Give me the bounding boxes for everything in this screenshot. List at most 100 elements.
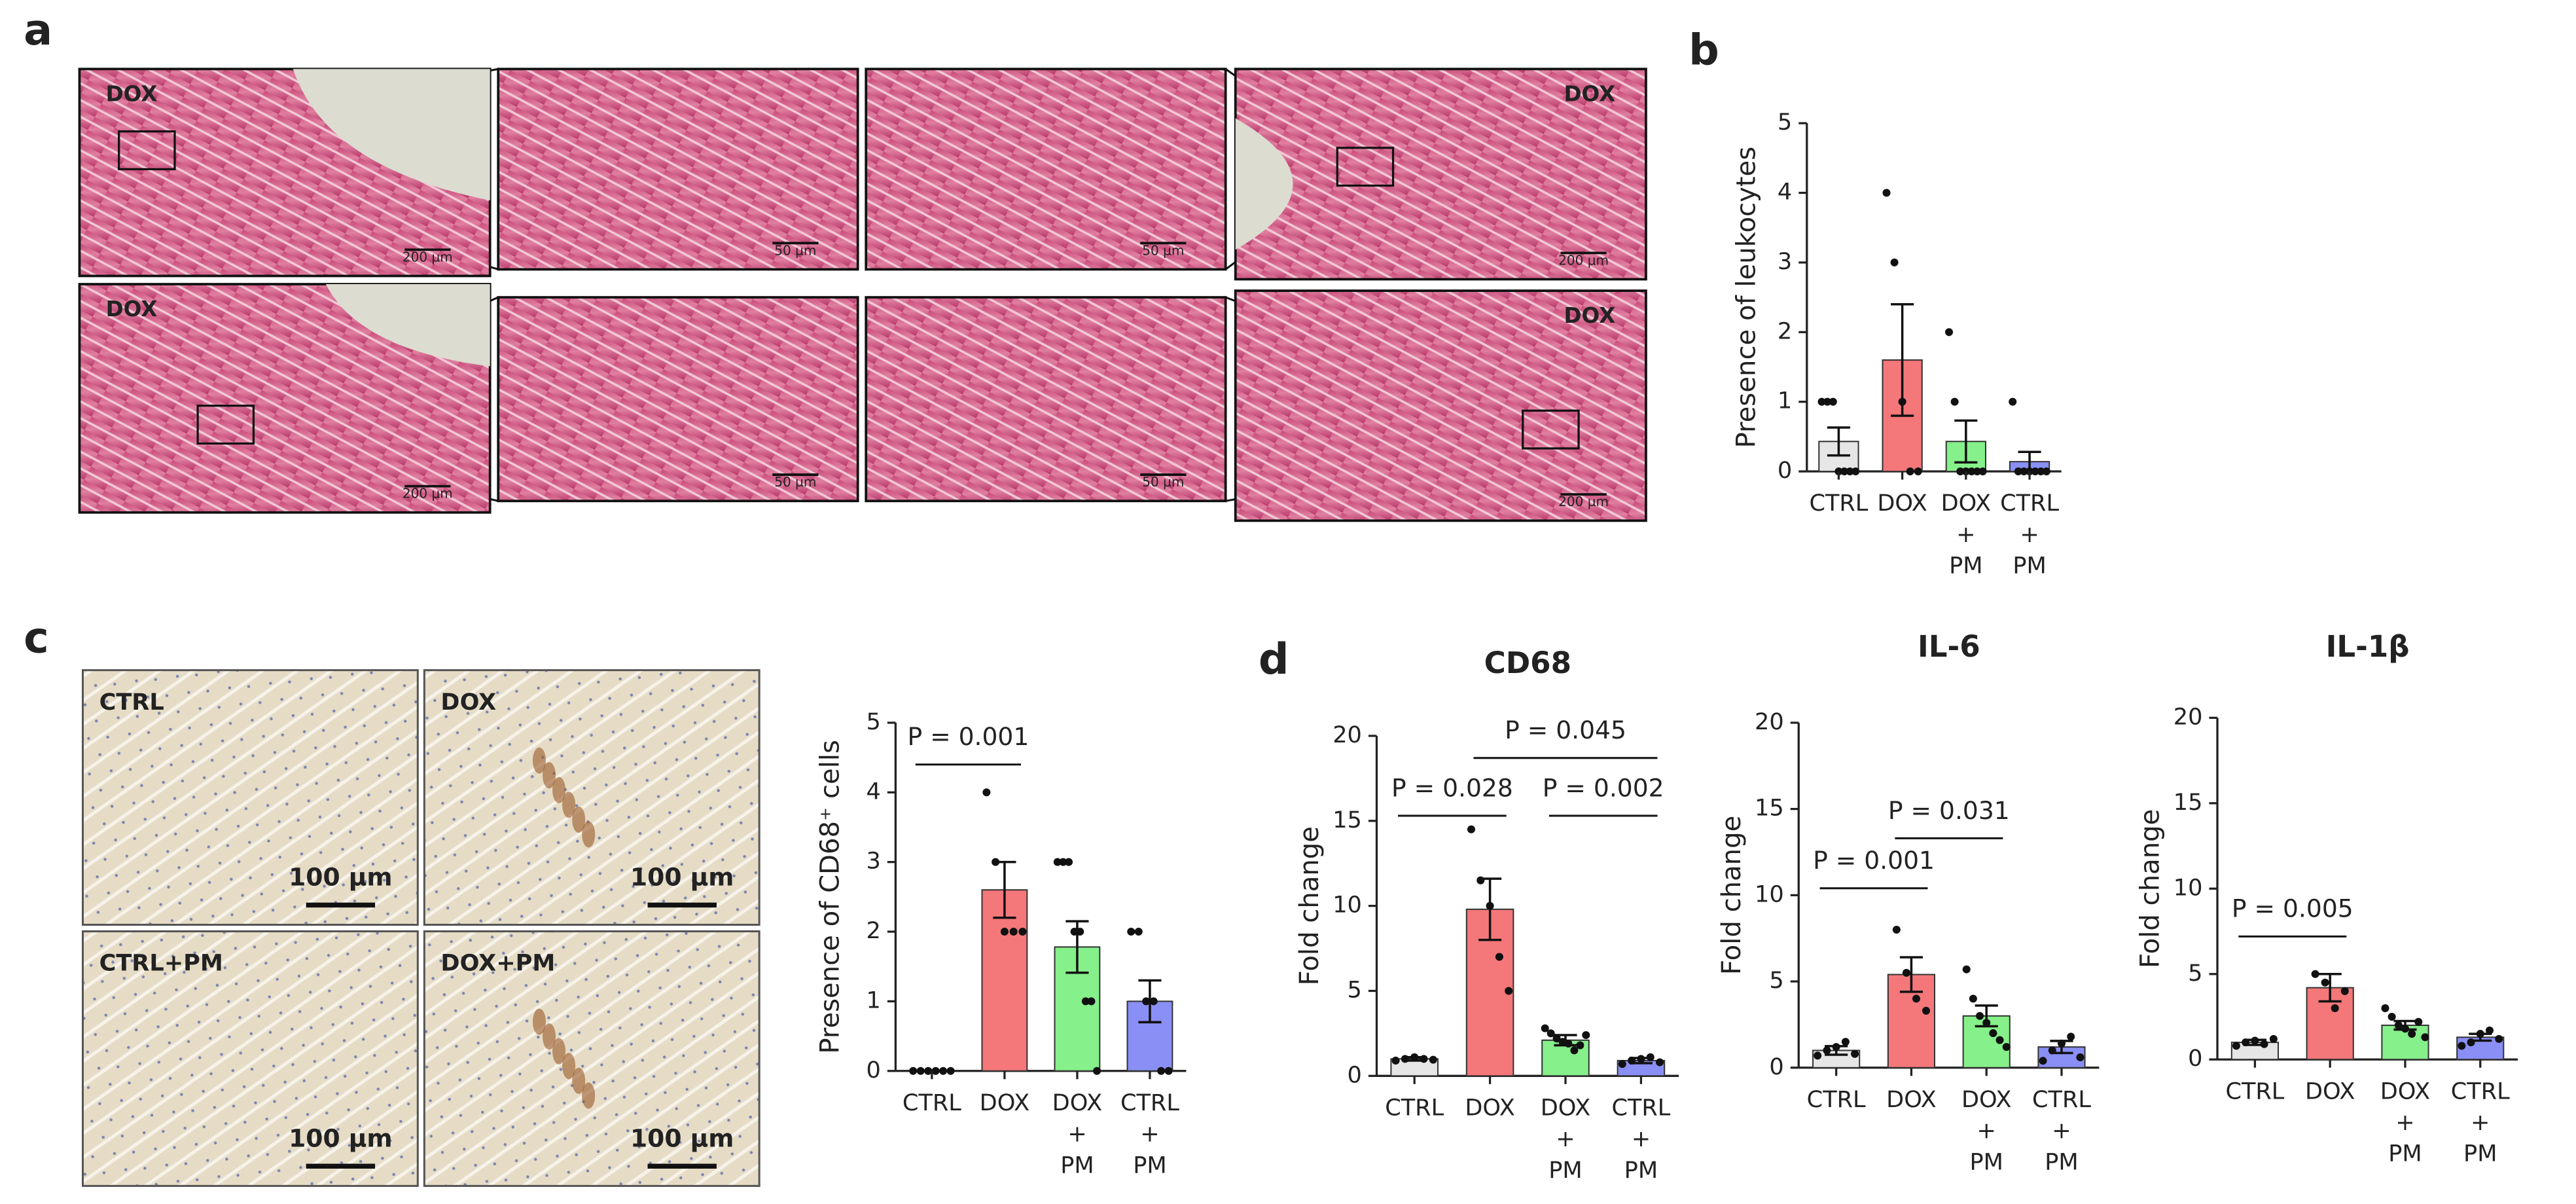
micrograph (865, 67, 1227, 271)
x-tick-label: CTRL (2225, 1078, 2284, 1104)
image-label: DOX (106, 297, 158, 321)
image-label: CTRL (99, 689, 164, 716)
data-point (1570, 1046, 1579, 1055)
micrograph (497, 67, 859, 271)
data-point (2269, 1034, 2278, 1043)
lumen (325, 284, 490, 367)
scale-label: 200 µm (1558, 252, 1609, 268)
scale-label: 100 µm (289, 863, 393, 892)
x-tick-label: DOX (2380, 1078, 2430, 1104)
data-point (1070, 928, 1079, 936)
y-axis-label: Fold change (1717, 816, 1747, 975)
data-point (1018, 928, 1027, 936)
data-point (1995, 1036, 2004, 1044)
data-point (2381, 1004, 2389, 1012)
x-tick-label: DOX (1941, 490, 1991, 517)
error-bar (2318, 973, 2342, 1003)
data-point (1467, 825, 1475, 833)
y-axis-label: Presence of leukocytes (1731, 147, 1761, 448)
x-tick-label: CTRL (1611, 1094, 1670, 1121)
data-point (946, 1067, 955, 1075)
scale-label: 50 µm (774, 242, 816, 258)
data-point (909, 1067, 918, 1075)
x-tick-label: DOX (2305, 1078, 2355, 1104)
lumen (1235, 118, 1293, 250)
data-point (1076, 928, 1084, 936)
data-point (1912, 994, 1920, 1003)
data-point (2408, 1030, 2416, 1038)
panel-label: b (1689, 25, 1719, 75)
x-tick-label: PM (1060, 1152, 1094, 1178)
image-label: CTRL+PM (99, 950, 223, 977)
data-point (2458, 1042, 2466, 1050)
data-point (1149, 997, 1158, 1006)
data-point (2242, 1038, 2250, 1047)
y-tick-label: 1 (866, 987, 880, 1013)
y-tick-label: 4 (1778, 179, 1792, 206)
data-point (1978, 467, 1987, 476)
data-point (1142, 997, 1151, 1006)
x-tick-label: + (1140, 1121, 1159, 1148)
data-point (1982, 1019, 1991, 1027)
x-tick-label: PM (1969, 1148, 2003, 1175)
scale-label: 200 µm (402, 249, 453, 265)
data-point (1656, 1058, 1664, 1067)
data-point (2076, 1053, 2084, 1061)
scale-label: 100 µm (630, 1124, 734, 1153)
data-point (1053, 858, 1062, 866)
data-point (1851, 1049, 1859, 1058)
zoom-box (196, 405, 255, 445)
data-point (1906, 467, 1914, 476)
y-tick-label: 15 (2174, 789, 2203, 816)
data-point (2014, 467, 2022, 476)
data-point (1922, 1006, 1931, 1015)
x-tick-label: + (1556, 1125, 1575, 1152)
data-point (1882, 189, 1891, 197)
data-point (2388, 1012, 2396, 1021)
x-tick-label: + (2471, 1109, 2490, 1136)
data-point (2331, 1004, 2339, 1012)
data-point (924, 1067, 933, 1075)
p-value: P = 0.005 (2232, 894, 2353, 923)
data-point (1134, 928, 1143, 936)
data-point (1851, 467, 1860, 476)
micrograph (81, 930, 419, 1187)
image-label: DOX (1564, 303, 1615, 328)
chart-title: CD68 (1484, 646, 1571, 680)
data-point (2414, 1017, 2423, 1026)
data-point (2009, 397, 2017, 406)
data-point (1817, 397, 1826, 406)
stain (582, 1082, 596, 1109)
x-tick-label: PM (2463, 1140, 2497, 1167)
data-point (1944, 328, 1954, 337)
x-tick-label: CTRL (1385, 1094, 1444, 1121)
y-tick-label: 2 (866, 917, 880, 944)
data-point (2485, 1026, 2494, 1034)
y-tick-label: 0 (1769, 1053, 1783, 1080)
data-point (1890, 258, 1899, 266)
stain (572, 806, 586, 833)
data-point (1950, 397, 1959, 406)
data-point (1059, 858, 1067, 866)
scale-label: 100 µm (630, 863, 734, 892)
stain (552, 776, 566, 803)
panel-label: c (24, 613, 49, 663)
y-tick-label: 15 (1333, 807, 1362, 833)
x-tick-label: PM (1548, 1157, 1582, 1184)
data-point (1401, 1055, 1409, 1063)
data-point (2321, 978, 2329, 987)
x-tick-label: PM (1133, 1152, 1166, 1178)
data-point (1969, 994, 1977, 1003)
data-point (1637, 1055, 1645, 1063)
p-value: P = 0.001 (907, 722, 1029, 751)
x-tick-label: DOX (1465, 1094, 1514, 1121)
y-tick-label: 0 (2188, 1045, 2202, 1072)
y-tick-label: 20 (1755, 708, 1784, 735)
data-point (1832, 1043, 1840, 1051)
data-point (1967, 467, 1976, 476)
bar (1887, 974, 1936, 1068)
y-tick-label: 2 (1778, 318, 1792, 344)
stain (532, 747, 546, 774)
data-point (2002, 1043, 2011, 1051)
